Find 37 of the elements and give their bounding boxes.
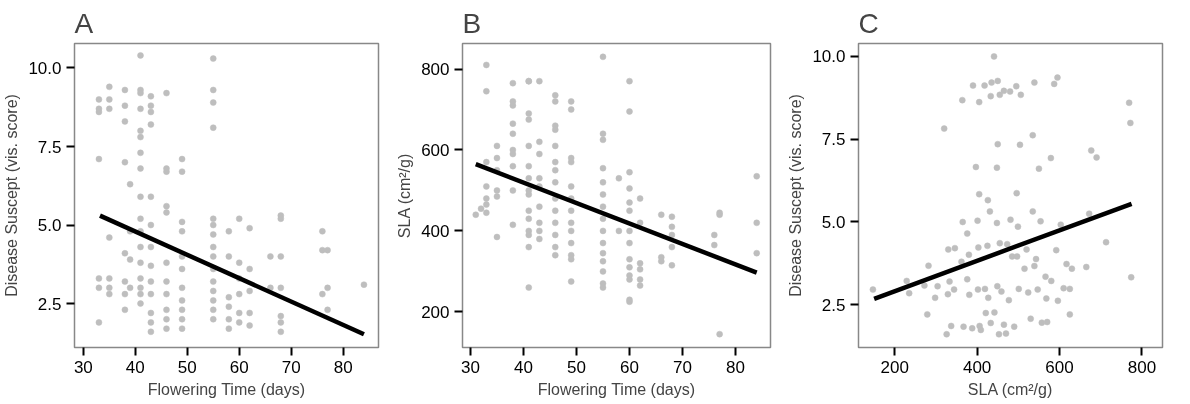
y-tick-label: 7.5 (821, 130, 846, 150)
x-tick-label: 50 (177, 357, 197, 377)
chart-title: C (858, 7, 879, 39)
y-tick-label: 600 (421, 140, 450, 160)
x-tick-label: 60 (229, 357, 249, 377)
y-tick-label: 5.0 (37, 216, 62, 236)
x-tick-label: 80 (333, 357, 353, 377)
x-tick-label: 30 (461, 357, 480, 377)
x-tick-label: 70 (281, 357, 301, 377)
x-axis-title: Flowering Time (days) (537, 380, 696, 398)
y-tick-label: 10.0 (28, 59, 62, 78)
x-tick-label: 70 (673, 357, 692, 377)
y-tick-label: 800 (421, 60, 450, 79)
x-axis-title: Flowering Time (days) (147, 380, 306, 398)
y-tick-label: 7.5 (37, 137, 62, 157)
y-tick-label: 200 (421, 302, 450, 322)
x-tick-label: 50 (567, 357, 586, 377)
x-tick-label: 60 (620, 357, 639, 377)
y-tick-label: 2.5 (821, 295, 846, 315)
x-tick-label: 600 (1045, 357, 1074, 377)
y-tick-label: 10.0 (812, 47, 846, 67)
x-tick-label: 800 (1127, 357, 1157, 377)
chart-title: B (462, 7, 482, 39)
y-tick-label: 400 (421, 221, 450, 241)
y-tick-label: 2.5 (37, 294, 62, 314)
y-axis-title: Disease Suscept (vis. score) (3, 94, 21, 297)
y-axis-title: Disease Suscept (vis. score) (787, 94, 805, 297)
y-axis-title: SLA (cm²/g) (396, 153, 414, 239)
x-tick-label: 400 (962, 357, 992, 377)
x-axis-title: SLA (cm²/g) (967, 380, 1053, 398)
y-tick-label: 5.0 (821, 212, 846, 232)
x-tick-label: 40 (125, 357, 145, 377)
x-tick-label: 80 (726, 357, 745, 377)
x-tick-label: 30 (73, 357, 93, 377)
chart-title: A (74, 7, 94, 39)
x-tick-label: 40 (514, 357, 533, 377)
x-tick-label: 200 (880, 357, 909, 377)
